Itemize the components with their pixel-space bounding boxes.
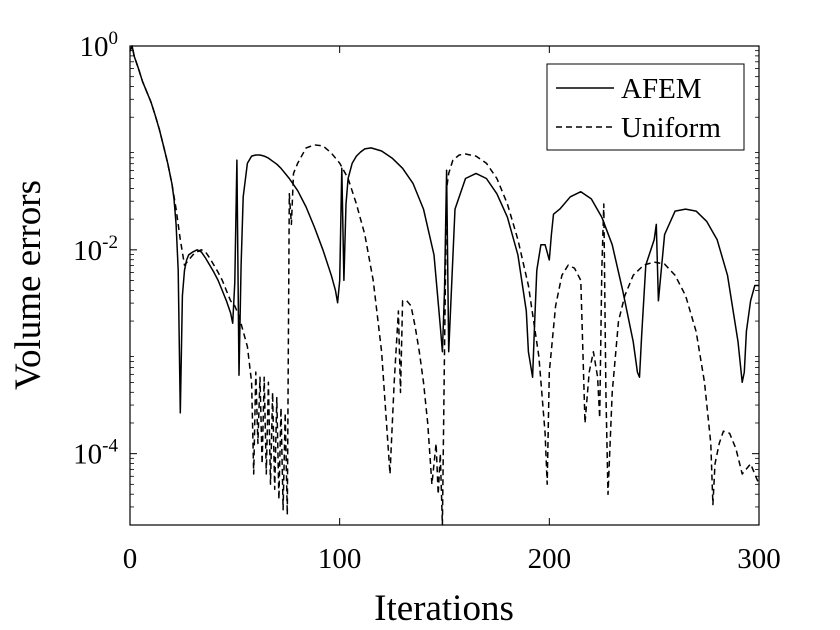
y-tick-label: 10-2 xyxy=(73,232,118,267)
legend-box xyxy=(546,63,745,151)
y-axis-title: Volume errors xyxy=(8,180,49,390)
series-line-uniform xyxy=(129,45,760,526)
y-tick-label: 100 xyxy=(80,28,119,63)
x-tick-label: 200 xyxy=(528,543,572,575)
legend: AFEM Uniform xyxy=(546,63,745,151)
x-tick-label: 0 xyxy=(123,543,138,575)
x-axis-title: Iterations xyxy=(374,588,514,629)
tick-labels: 0 100 200 300 100 10-2 10-4 xyxy=(73,28,781,575)
y-tick-label: 10-4 xyxy=(73,436,118,471)
x-tick-label: 300 xyxy=(737,543,781,575)
x-tick-label: 100 xyxy=(318,543,362,575)
series-layer xyxy=(129,45,760,526)
legend-label-uniform: Uniform xyxy=(621,112,721,144)
legend-label-afem: AFEM xyxy=(621,73,702,105)
axis-ticks xyxy=(129,45,760,526)
series-line-afem xyxy=(129,45,759,414)
